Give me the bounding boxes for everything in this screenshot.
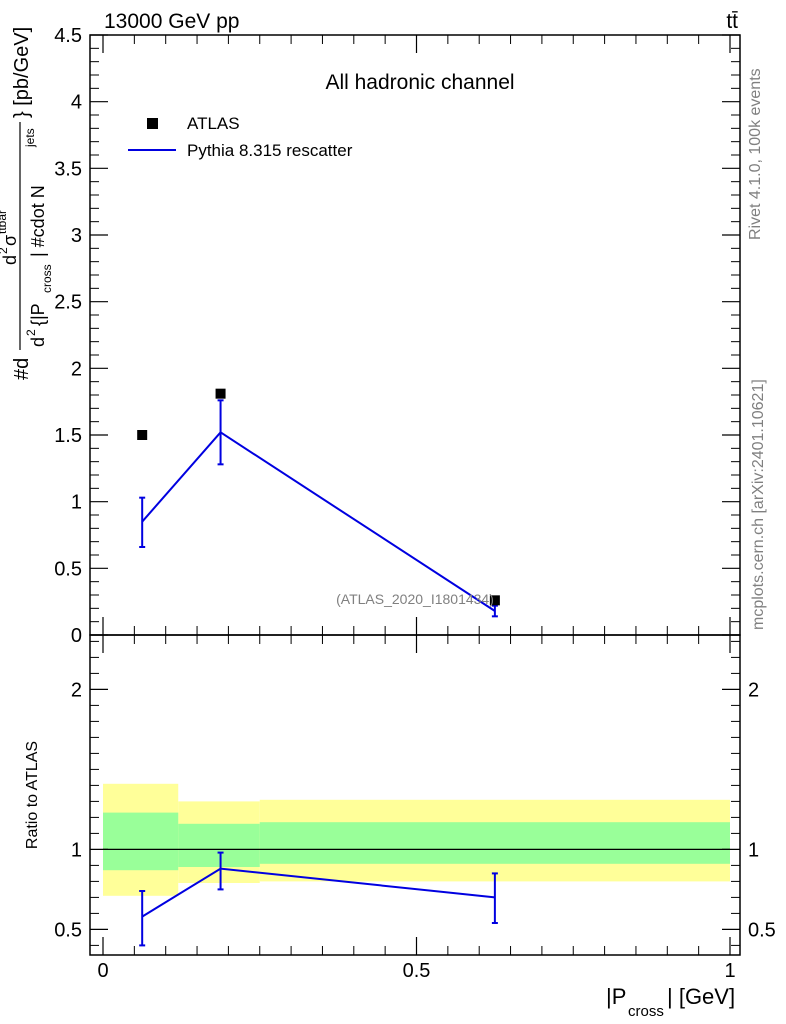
main-ytick-label: 2 xyxy=(71,358,82,380)
ratio-xtick-label: 1 xyxy=(724,960,735,982)
ratio-ytick-label-left: 1 xyxy=(71,839,82,861)
ratio-ytick-label-left: 2 xyxy=(71,679,82,701)
main-y-axis-label: #d d 2 σ ttbar d 2 {|P cross | #cdot N j… xyxy=(0,27,54,380)
main-ytick-label: 0 xyxy=(71,625,82,647)
ratio-xtick-label: 0 xyxy=(97,960,108,982)
ylabel-den-sup: jets xyxy=(23,128,37,148)
main-atlas-point xyxy=(137,430,148,440)
main-ytick-label: 0.5 xyxy=(54,558,82,580)
main-atlas-point xyxy=(215,388,226,399)
legend-atlas-marker xyxy=(147,118,158,129)
ylabel-prefix: #d xyxy=(11,358,33,380)
mcplots-label: mcplots.cern.ch [arXiv:2401.10621] xyxy=(750,379,767,630)
main-x-ticks xyxy=(102,35,731,635)
ylabel-denominator: d 2 {|P cross | #cdot N jets xyxy=(23,128,54,347)
ratio-ytick-label-right: 0.5 xyxy=(748,919,776,941)
ratio-ytick-label-right: 1 xyxy=(748,839,759,861)
main-ytick-label: 3 xyxy=(71,225,82,247)
main-ytick-label: 1 xyxy=(71,492,82,514)
ylabel-num-sup: ttbar xyxy=(0,210,9,234)
ylabel-den-mid: | #cdot N xyxy=(28,185,48,257)
xlabel-sub: cross xyxy=(628,1003,664,1020)
main-atlas-point xyxy=(489,595,500,606)
energy-label: 13000 GeV pp xyxy=(104,10,239,33)
main-ytick-label: 4.5 xyxy=(54,25,82,47)
main-ytick-label: 4 xyxy=(71,92,82,114)
ratio-panel: 0.5 0.51 12 2 0 0.5 1 Ratio to ATLAS xyxy=(24,634,776,982)
ylabel-num-exp: 2 xyxy=(0,247,10,254)
x-axis-label: |P cross | [GeV] xyxy=(606,984,735,1020)
ratio-xtick-label: 0.5 xyxy=(403,960,431,982)
ylabel-suffix: } [pb/GeV] xyxy=(11,27,33,118)
xlabel-rest: | [GeV] xyxy=(667,984,735,1009)
ylabel-numerator: d 2 σ ttbar xyxy=(0,210,20,265)
ylabel-den-sub: cross xyxy=(40,264,54,293)
xlabel-bar-left: |P xyxy=(606,984,626,1009)
main-ytick-label: 3.5 xyxy=(54,158,82,180)
process-label: tt̄ xyxy=(726,10,738,33)
ratio-band-inner xyxy=(259,822,730,864)
chart-title: All hadronic channel xyxy=(325,71,514,94)
ratio-y-ticks: 0.5 0.5 1 1 2 2 xyxy=(54,640,776,946)
ylabel-num-sigma: σ xyxy=(0,235,20,246)
main-mc-line xyxy=(141,431,496,612)
ylabel-den-body: {|P xyxy=(28,303,48,326)
main-marks-layer xyxy=(137,388,500,618)
ratio-band-inner xyxy=(103,812,179,871)
main-panel: 0 0.5 1 1.5 2 2.5 3 3.5 4 4.5 All hadronic channe… xyxy=(0,25,741,647)
rivet-version-label: Rivet 4.1.0, 100k events xyxy=(747,68,764,240)
main-ytick-label: 2.5 xyxy=(54,292,82,314)
watermark-label: (ATLAS_2020_I1801434) xyxy=(336,591,494,607)
ratio-ytick-label-right: 2 xyxy=(748,679,759,701)
ylabel-num-d: d xyxy=(0,255,20,265)
legend: ATLAS Pythia 8.315 rescatter xyxy=(128,114,353,160)
main-ytick-label: 1.5 xyxy=(54,425,82,447)
ylabel-den-d: d xyxy=(28,337,48,347)
ratio-y-axis-label: Ratio to ATLAS xyxy=(24,741,41,849)
ratio-frame xyxy=(89,634,741,956)
ratio-x-ticks: 0 0.5 1 xyxy=(97,635,736,982)
ratio-ytick-label-left: 0.5 xyxy=(54,919,82,941)
ratio-band-inner xyxy=(178,823,260,867)
legend-pythia-label: Pythia 8.315 rescatter xyxy=(187,141,353,160)
ratio-marks-layer xyxy=(103,783,730,947)
ylabel-den-exp: 2 xyxy=(24,329,38,336)
legend-atlas-label: ATLAS xyxy=(187,114,240,133)
